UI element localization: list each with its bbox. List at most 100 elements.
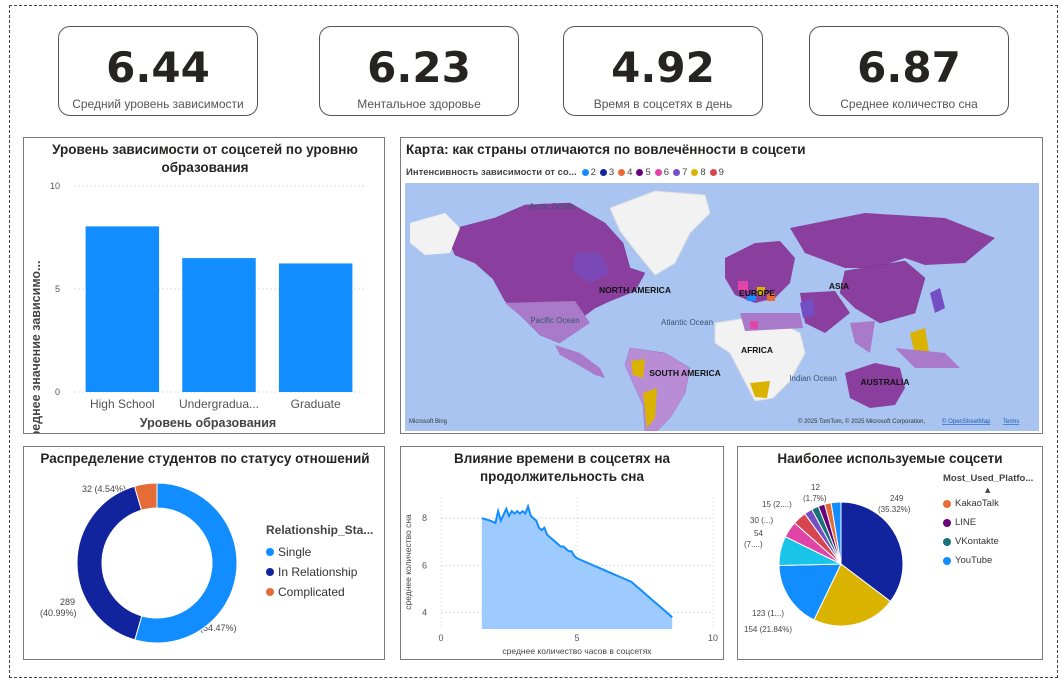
donut-title: Распределение студентов по статусу отнош… <box>40 451 370 466</box>
donut-legend-label: In Relationship <box>278 565 358 579</box>
map-chile-arg <box>643 388 657 428</box>
donut-label-inrel: 289 <box>60 597 75 607</box>
map-terms-link[interactable]: Terms <box>1003 419 1019 425</box>
pie-legend: Most_Used_Platfo... ▲ KakaoTalk LINE VKont… <box>943 473 1033 574</box>
legend-dot-icon <box>673 169 681 176</box>
pie-label-12-pct: (1.7%) <box>803 494 827 503</box>
map-legend-label: 9 <box>718 167 724 178</box>
legend-dot-icon <box>943 537 951 546</box>
donut-label-inrel-pct: (40.99%) <box>40 608 77 618</box>
map-central-america <box>555 345 605 378</box>
pie-legend-label: KakaoTalk <box>955 498 999 509</box>
donut-slice[interactable] <box>76 485 143 641</box>
relationship-donut-panel[interactable]: Распределение студентов по статусу отнош… <box>23 446 385 660</box>
world-map[interactable]: Arctic Ocean Pacific Ocean Atlantic Ocea… <box>405 183 1039 431</box>
map-panel[interactable]: Карта: как страны отличаются по вовлечён… <box>400 137 1043 434</box>
legend-dot-icon <box>266 548 274 556</box>
map-north-america <box>444 202 646 344</box>
legend-scroll-caret-icon[interactable]: ▲ <box>985 486 991 494</box>
area-y-tick: 4 <box>422 608 427 618</box>
map-north-africa <box>740 313 803 331</box>
pie-legend-item[interactable]: YouTube <box>943 555 1033 566</box>
kpi-card-addiction[interactable]: 6.44 Средний уровень зависимости <box>58 26 258 116</box>
map-legend-item[interactable]: 4 <box>618 167 632 178</box>
pie-legend-label: LINE <box>955 517 977 528</box>
bar[interactable] <box>182 258 256 392</box>
map-legend-item[interactable]: 7 <box>673 167 687 178</box>
pie-label-54: 54 <box>754 529 763 538</box>
map-legend-item[interactable]: 6 <box>654 167 669 178</box>
kpi-value: 4.92 <box>611 43 715 92</box>
pie-label-30: 30 (...) <box>750 516 773 525</box>
kpi-card-mental-health[interactable]: 6.23 Ментальное здоровье <box>319 26 519 116</box>
donut-slice[interactable] <box>134 482 238 644</box>
pie-legend-item[interactable]: VKontakte <box>943 536 1033 547</box>
map-legend-title: Интенсивность зависимости от со... <box>406 167 577 178</box>
area-line[interactable] <box>481 503 673 618</box>
map-greenland <box>609 190 711 276</box>
map-russia <box>790 213 995 268</box>
donut-legend-item[interactable]: Complicated <box>266 585 373 599</box>
bar-x-tick: Graduate <box>291 397 341 411</box>
legend-dot-icon <box>943 518 951 527</box>
legend-dot-icon <box>618 169 626 176</box>
platform-pie-panel[interactable]: Наиболее используемые соцсети 249 (35.32… <box>737 446 1043 660</box>
pie-slice[interactable] <box>778 563 842 621</box>
sleep-area-panel[interactable]: Влияние времени в соцсетях на продолжите… <box>400 446 724 660</box>
map-legend-item[interactable]: 9 <box>709 167 724 178</box>
map-legend-item[interactable]: 5 <box>636 167 651 178</box>
bar-y-tick: 10 <box>50 181 60 191</box>
map-label-africa: AFRICA <box>741 345 773 355</box>
bar-chart-panel[interactable]: Уровень зависимости от соцсетей по уровн… <box>23 137 385 434</box>
map-label-pacific: Pacific Ocean <box>530 316 579 325</box>
map-legend-item[interactable]: 2 <box>581 167 596 178</box>
donut-legend-item[interactable]: In Relationship <box>266 565 373 579</box>
map-alaska <box>410 213 460 255</box>
pie-slice[interactable] <box>840 501 904 603</box>
bar[interactable] <box>85 226 160 392</box>
donut-legend-item[interactable]: Single <box>266 545 373 559</box>
report-canvas <box>9 5 1058 678</box>
map-label-sa: SOUTH AMERICA <box>649 368 720 378</box>
pie-legend-item[interactable]: LINE <box>943 517 1033 528</box>
kpi-value: 6.44 <box>106 43 210 92</box>
kpi-card-sleep[interactable]: 6.87 Среднее количество сна <box>809 26 1009 116</box>
area-y-tick: 6 <box>422 560 427 570</box>
area-y-axis-title: среднее количество сна <box>403 514 413 610</box>
map-legend-item[interactable]: 8 <box>691 167 706 178</box>
donut-legend-label: Complicated <box>278 585 345 599</box>
donut-legend-title: Relationship_Sta... <box>266 523 374 537</box>
platform-pie-chart: 249 (35.32%) 154 (21.84%) 123 (1...) 54 … <box>744 483 911 634</box>
kpi-card-social-time[interactable]: 4.92 Время в соцсетях в день <box>563 26 763 116</box>
legend-dot-icon <box>654 169 662 176</box>
map-peru <box>631 359 645 378</box>
kpi-value: 6.87 <box>857 43 961 92</box>
donut-slice[interactable] <box>133 482 158 511</box>
legend-dot-icon <box>599 169 607 176</box>
kpi-value: 6.23 <box>367 43 471 92</box>
legend-dot-icon <box>943 556 951 565</box>
area-title: Влияние времени в соцсетях на продолжите… <box>454 451 670 484</box>
map-label-europe: EUROPE <box>739 288 775 298</box>
map-china <box>839 260 926 324</box>
pie-legend-item[interactable]: KakaoTalk <box>943 498 1033 509</box>
map-legend-label: 5 <box>645 167 651 178</box>
bar-x-tick: Undergradua... <box>179 397 259 411</box>
map-europe-country <box>738 281 748 291</box>
area-y-tick: 8 <box>422 513 427 523</box>
map-legend-label: 8 <box>700 167 706 178</box>
kpi-label: Средний уровень зависимости <box>72 97 244 111</box>
pie-slice[interactable] <box>813 563 892 627</box>
area-x-tick: 10 <box>708 633 718 643</box>
map-osm-link[interactable]: © OpenStreetMap <box>942 418 991 425</box>
map-legend-item[interactable]: 3 <box>599 167 614 178</box>
legend-dot-icon <box>636 169 644 176</box>
map-label-na: NORTH AMERICA <box>599 285 671 295</box>
kpi-label: Время в соцсетях в день <box>593 97 733 111</box>
pie-slice[interactable] <box>830 501 842 565</box>
map-bing-logo: Microsoft Bing <box>409 419 447 425</box>
map-label-australia: AUSTRALIA <box>860 377 909 387</box>
map-south-africa <box>750 381 770 398</box>
donut-legend: Relationship_Sta... Single In Relationshi… <box>266 523 373 605</box>
bar[interactable] <box>278 263 353 392</box>
